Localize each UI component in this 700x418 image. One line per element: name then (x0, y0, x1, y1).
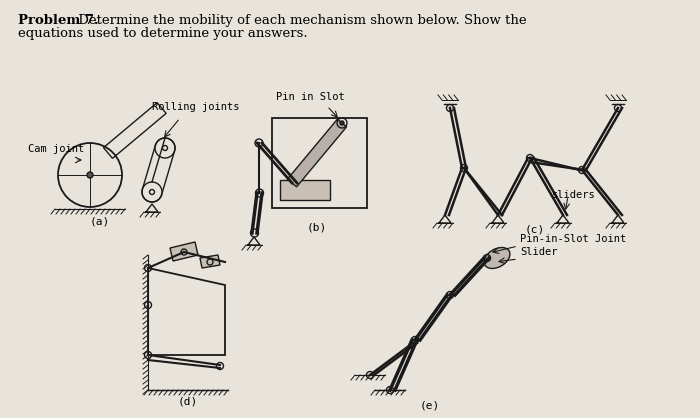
Text: Problem 7.: Problem 7. (18, 14, 99, 27)
Text: Cam joint: Cam joint (28, 144, 84, 154)
Text: sliders: sliders (552, 190, 596, 200)
Text: (c): (c) (525, 224, 545, 234)
Text: (a): (a) (90, 217, 110, 227)
Text: Pin-in-Slot Joint: Pin-in-Slot Joint (520, 234, 626, 244)
Text: Rolling joints: Rolling joints (152, 102, 239, 112)
Ellipse shape (484, 247, 510, 268)
Text: equations used to determine your answers.: equations used to determine your answers… (18, 27, 307, 40)
Polygon shape (288, 119, 346, 187)
Bar (280, 180, 330, 200)
Polygon shape (170, 242, 198, 261)
Text: Pin in Slot: Pin in Slot (276, 92, 344, 102)
Bar (272, 118, 367, 208)
Circle shape (87, 172, 93, 178)
Circle shape (340, 121, 344, 125)
Text: Determine the mobility of each mechanism shown below. Show the: Determine the mobility of each mechanism… (74, 14, 526, 27)
Text: (d): (d) (178, 397, 198, 407)
Text: Slider: Slider (520, 247, 557, 257)
Text: (b): (b) (307, 222, 327, 232)
Text: (e): (e) (420, 400, 440, 410)
Polygon shape (200, 255, 220, 268)
